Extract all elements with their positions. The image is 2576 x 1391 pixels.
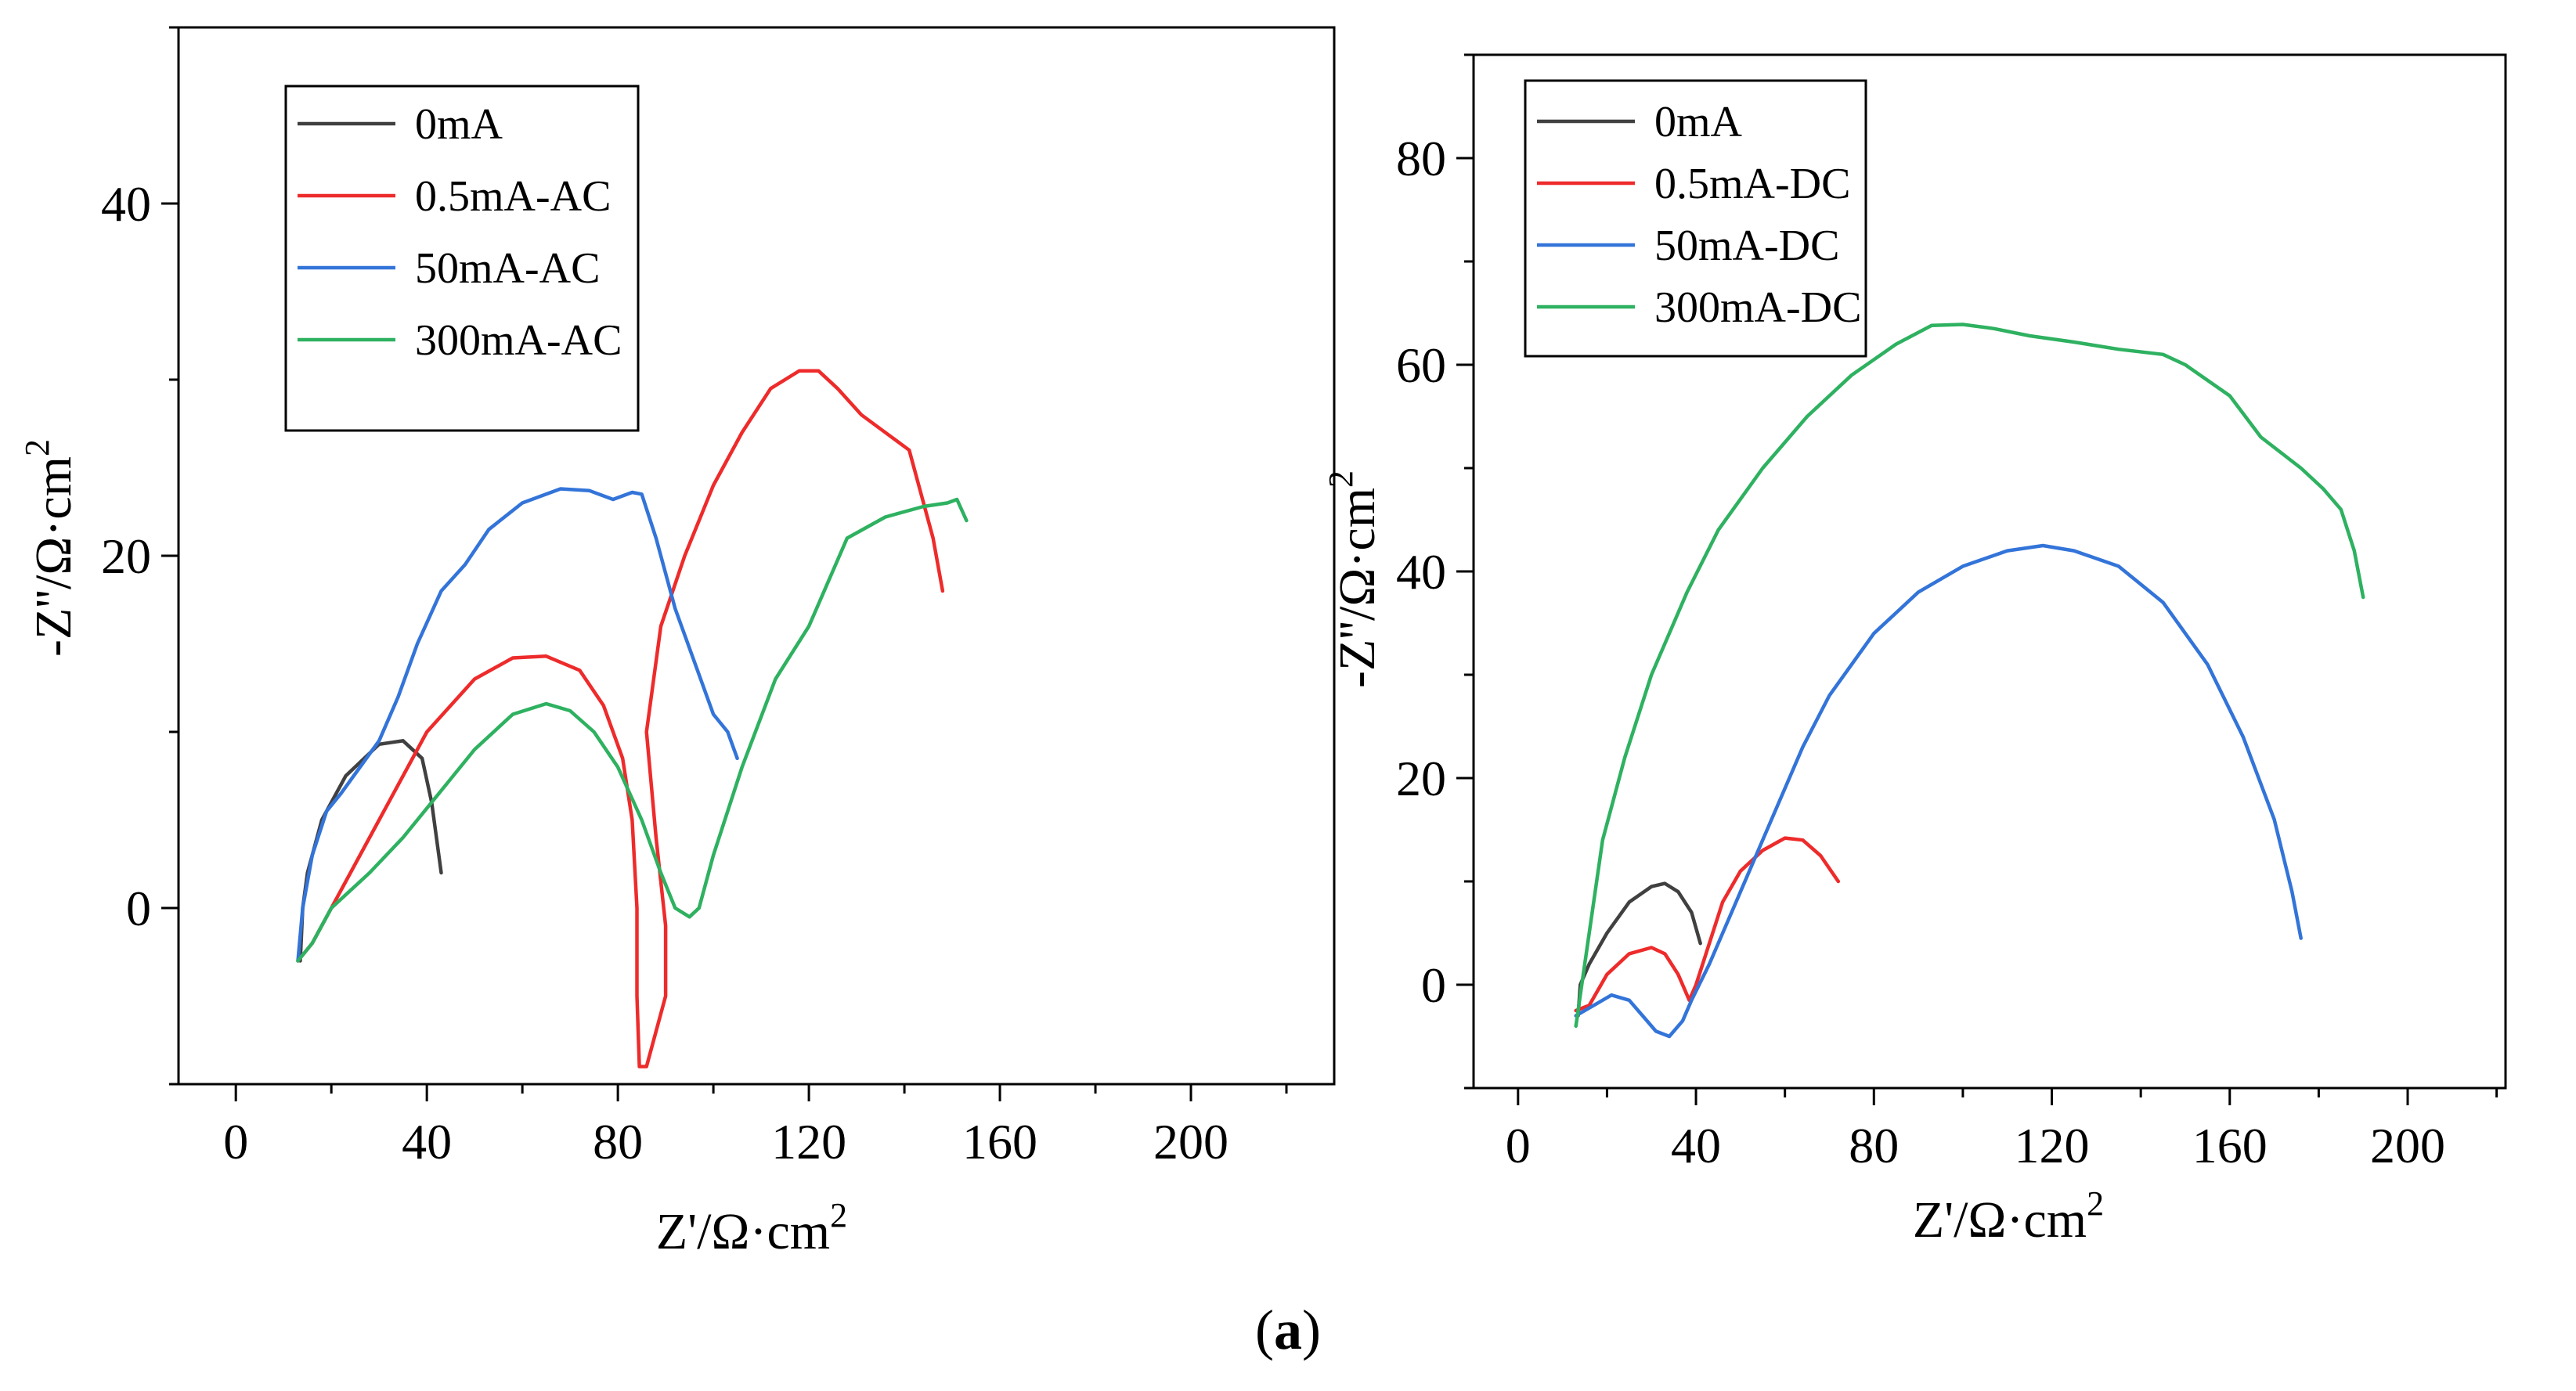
chart-dc: 0 40 80 120 160 200 0 20 40 60 80 Z'/Ω·cm2 -Z''/Ω·cm…: [1322, 53, 2507, 1249]
x-tick-label: 120: [2015, 1118, 2090, 1173]
legend-box: [284, 85, 640, 432]
series-line-1: [1574, 836, 1841, 1013]
series-line-3: [1574, 323, 2365, 1029]
series-line-1: [296, 369, 945, 1068]
x-tick-label: 80: [1849, 1118, 1899, 1173]
legend-label-2: 50mA-DC: [1654, 222, 1839, 270]
y-tick-label: 20: [1396, 751, 1446, 806]
x-tick-label: 0: [1506, 1118, 1531, 1173]
y-tick-label: 20: [101, 528, 151, 584]
x-tick-label: 200: [1153, 1114, 1228, 1169]
x-tick-label: 80: [593, 1114, 643, 1169]
chart-ac: 0 40 80 120 160 200 0 20 40 Z'/Ω·cm2 -Z''/Ω·cm2 0mA…: [18, 26, 1336, 1260]
caption-close: ): [1302, 1299, 1321, 1361]
series-line-2: [296, 487, 739, 963]
legend-label-2: 50mA-AC: [415, 244, 600, 293]
y-tick-label: 60: [1396, 337, 1446, 393]
legend-label-3: 300mA-DC: [1654, 283, 1861, 332]
legend-label-3: 300mA-AC: [415, 316, 622, 365]
y-tick-label: 80: [1396, 131, 1446, 186]
legend-box: [1524, 79, 1867, 358]
y-tick-label: 0: [126, 881, 151, 936]
x-tick-label: 120: [771, 1114, 846, 1169]
figure-caption: (a): [0, 1298, 2576, 1363]
y-axis-title: -Z''/Ω·cm2: [1322, 470, 1386, 688]
x-tick-label: 40: [1671, 1118, 1721, 1173]
legend-label-1: 0.5mA-DC: [1654, 160, 1850, 208]
x-tick-label: 0: [223, 1114, 248, 1169]
x-tick-label: 160: [962, 1114, 1037, 1169]
x-tick-label: 200: [2370, 1118, 2445, 1173]
y-axis-title: -Z''/Ω·cm2: [18, 439, 82, 657]
x-axis-title: Z'/Ω·cm2: [1913, 1184, 2104, 1249]
x-tick-label: 40: [402, 1114, 452, 1169]
series-line-2: [1574, 543, 2303, 1039]
series-line-3: [296, 497, 969, 963]
caption-label: a: [1274, 1299, 1302, 1361]
legend-label-0: 0mA: [415, 100, 503, 149]
caption-open: (: [1255, 1299, 1274, 1361]
legend-label-0: 0mA: [1654, 98, 1743, 146]
x-tick-label: 160: [2192, 1118, 2268, 1173]
legend-label-1: 0.5mA-AC: [415, 172, 611, 221]
y-tick-label: 0: [1421, 957, 1446, 1013]
x-axis-title: Z'/Ω·cm2: [656, 1196, 847, 1260]
y-tick-label: 40: [101, 176, 151, 232]
y-tick-label: 40: [1396, 544, 1446, 600]
